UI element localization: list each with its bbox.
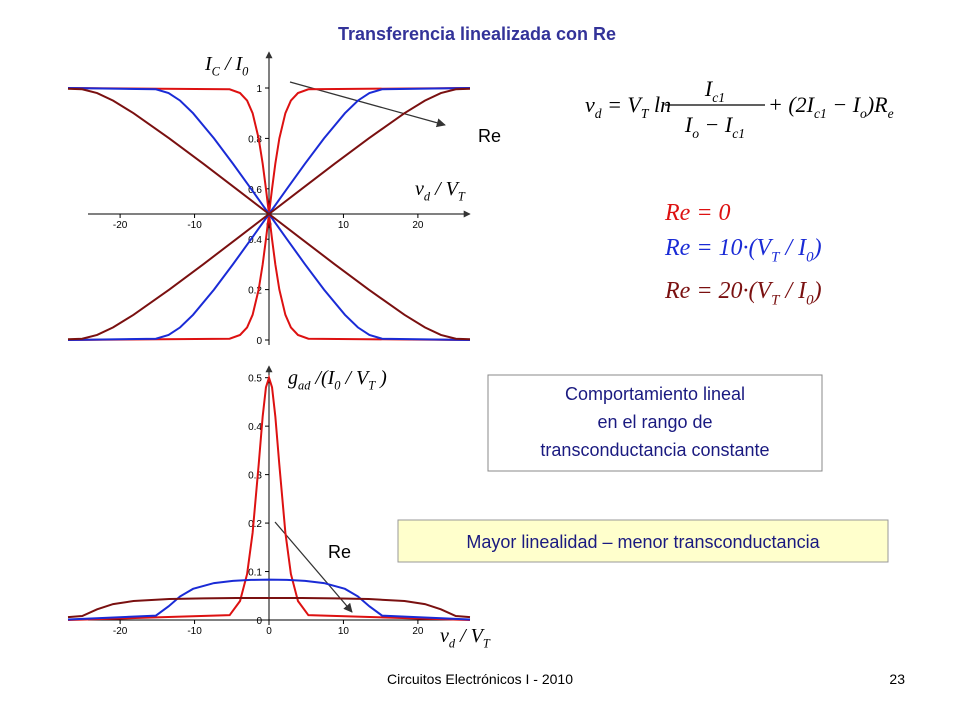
legend-entry: Re = 0 bbox=[664, 200, 731, 226]
y-tick-label: 0.2 bbox=[248, 519, 262, 530]
footer-page: 23 bbox=[889, 671, 905, 687]
y-axis-label: gad​ /(I0​ / VT​ ) bbox=[288, 367, 387, 393]
x-tick-label: -10 bbox=[187, 626, 202, 637]
math-subscript: 0 bbox=[334, 379, 341, 393]
math-text: / V bbox=[430, 178, 461, 200]
math-subscript: T bbox=[771, 293, 781, 309]
math-text: v bbox=[440, 625, 449, 647]
equation-part: vd​ = VT​ ln bbox=[585, 92, 671, 121]
info-box bbox=[487, 374, 823, 472]
arrow bbox=[274, 521, 353, 613]
y-tick-label: 0.3 bbox=[248, 471, 262, 482]
x-tick-label: -20 bbox=[113, 626, 128, 637]
curve bbox=[67, 87, 471, 341]
math-text: − I bbox=[827, 92, 862, 117]
math-subscript: d bbox=[449, 637, 456, 651]
x-tick-label: 0 bbox=[266, 220, 272, 231]
math-subscript: C bbox=[212, 65, 221, 79]
math-text: + (2I bbox=[768, 92, 816, 117]
math-subscript: 0 bbox=[806, 293, 814, 309]
math-subscript: T bbox=[458, 190, 466, 204]
math-subscript: T bbox=[368, 379, 376, 393]
x-axis-label: vd​ / VT​ bbox=[440, 625, 491, 651]
slide-title: Transferencia linealizada con Re bbox=[338, 24, 616, 44]
math-subscript: d bbox=[424, 190, 431, 204]
y-tick-label: 0.6 bbox=[248, 185, 262, 196]
math-text: /(I bbox=[310, 367, 335, 389]
footer-course: Circuitos Electrónicos I - 2010 bbox=[387, 671, 573, 687]
x-tick-label: 10 bbox=[338, 626, 350, 637]
box-text: Mayor linealidad – menor transconductanc… bbox=[466, 532, 820, 552]
math-text: − I bbox=[699, 112, 734, 137]
y-tick-label: 0.5 bbox=[248, 374, 262, 385]
math-text: ) bbox=[812, 235, 822, 261]
math-text: / V bbox=[455, 625, 486, 647]
x-tick-label: 10 bbox=[338, 220, 350, 231]
math-subscript: o bbox=[860, 106, 867, 121]
y-axis-label: IC​ / I0​ bbox=[204, 53, 249, 79]
math-text: ln bbox=[648, 92, 671, 117]
curve bbox=[67, 596, 471, 619]
math-text: v bbox=[585, 92, 595, 117]
y-tick-label: 0 bbox=[256, 336, 262, 347]
y-tick-label: 1 bbox=[256, 84, 262, 95]
x-tick-label: 20 bbox=[412, 220, 424, 231]
math-subscript: T bbox=[641, 106, 650, 121]
equation-part: + (2Ic1​ − Io​)Re​ bbox=[768, 92, 894, 121]
box-text: en el rango de bbox=[597, 412, 712, 432]
math-text: / V bbox=[340, 367, 371, 389]
highlight-box bbox=[397, 519, 889, 563]
math-text: I bbox=[204, 53, 213, 75]
equation-part: Io​ − Ic1​ bbox=[684, 112, 745, 141]
x-tick-label: -20 bbox=[113, 220, 128, 231]
math-subscript: c1 bbox=[732, 126, 745, 141]
math-text: / I bbox=[779, 278, 807, 304]
y-tick-label: 0.1 bbox=[248, 568, 262, 579]
annotation: Re bbox=[478, 126, 501, 146]
box-text: transconductancia constante bbox=[540, 440, 769, 460]
equation-part: Ic1​ bbox=[704, 76, 725, 105]
math-subscript: T bbox=[771, 250, 781, 266]
y-tick-label: 0.2 bbox=[248, 286, 262, 297]
x-tick-label: 20 bbox=[412, 626, 424, 637]
math-subscript: e bbox=[888, 106, 894, 121]
legend-entry: Re = 10·(VT​ / I0​) bbox=[664, 235, 822, 266]
math-subscript: 0 bbox=[242, 65, 249, 79]
math-text: I bbox=[684, 112, 694, 137]
y-tick-label: 0.8 bbox=[248, 134, 262, 145]
math-text: / I bbox=[779, 235, 807, 261]
math-text: Re = 20·(V bbox=[664, 278, 774, 304]
math-text: I bbox=[704, 76, 714, 101]
annotation: Re bbox=[328, 542, 351, 562]
math-text: = V bbox=[602, 92, 644, 117]
math-text: Re = 10·(V bbox=[664, 235, 774, 261]
math-text: g bbox=[288, 367, 298, 389]
math-text: v bbox=[415, 178, 424, 200]
math-text: / I bbox=[220, 53, 244, 75]
x-tick-label: 0 bbox=[266, 626, 272, 637]
math-text: ) bbox=[375, 367, 387, 389]
math-subscript: c1 bbox=[814, 106, 827, 121]
box-text: Comportamiento lineal bbox=[565, 384, 745, 404]
math-text: ) bbox=[812, 278, 822, 304]
math-subscript: o bbox=[692, 126, 699, 141]
math-subscript: T bbox=[483, 637, 491, 651]
math-subscript: ad bbox=[298, 379, 311, 393]
y-tick-label: 0.4 bbox=[248, 235, 262, 246]
y-tick-label: 0 bbox=[256, 616, 262, 627]
math-subscript: 0 bbox=[806, 250, 814, 266]
math-text: Re = 0 bbox=[664, 200, 731, 226]
curve bbox=[67, 374, 471, 621]
x-axis-label: vd​ / VT​ bbox=[415, 178, 466, 204]
y-tick-label: 0.4 bbox=[248, 422, 262, 433]
math-subscript: d bbox=[595, 106, 602, 121]
x-tick-label: -10 bbox=[187, 220, 202, 231]
legend-entry: Re = 20·(VT​ / I0​) bbox=[664, 278, 822, 309]
math-subscript: c1 bbox=[712, 90, 725, 105]
math-text: )R bbox=[865, 92, 888, 117]
